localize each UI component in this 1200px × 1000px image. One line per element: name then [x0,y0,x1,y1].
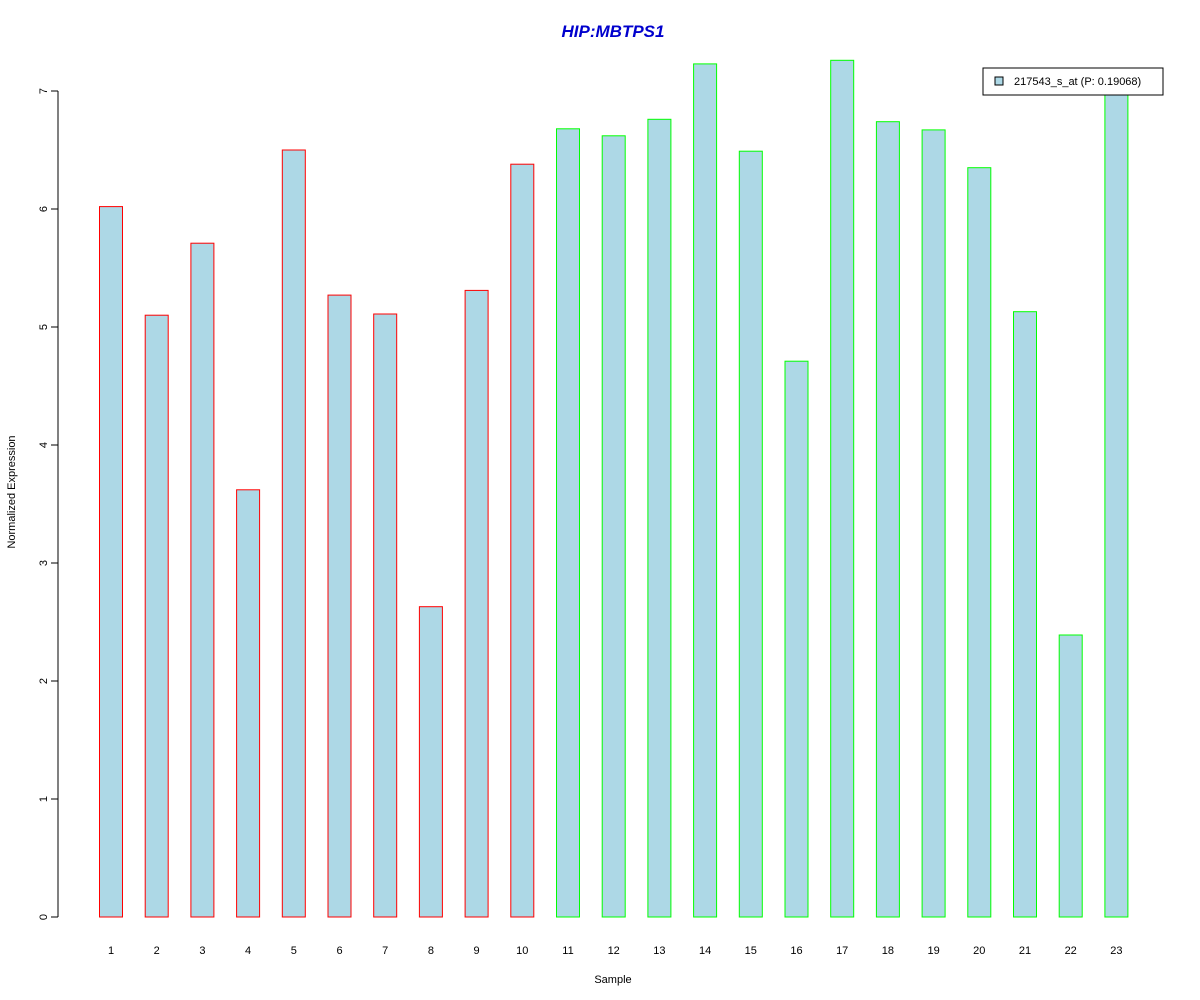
bar-sample-4 [236,489,261,918]
y-tick-label: 3 [38,560,50,566]
x-tick-label: 23 [1110,945,1122,957]
legend-box [982,67,1164,96]
x-tick-label: 9 [474,945,480,957]
y-tick-label: 2 [38,678,50,684]
y-axis: 0 1 2 3 4 5 6 7 [38,88,59,920]
bar-sample-13 [647,118,672,918]
bar-sample-15 [738,150,763,918]
bar-sample-22 [1058,634,1083,918]
x-tick-label: 1 [108,945,114,957]
x-tick-label: 15 [745,945,757,957]
bar-sample-7 [373,313,398,918]
bars [99,59,1129,918]
x-tick-label: 17 [836,945,848,957]
y-tick-label: 1 [38,796,50,802]
x-axis-ticks: 1 2 3 4 5 6 7 8 9 10 11 12 13 14 15 16 17 18 19 20 21 22 23 [108,945,1123,957]
bar-sample-12 [601,135,626,918]
bar-sample-17 [830,59,855,918]
x-tick-label: 10 [516,945,528,957]
bar-sample-20 [967,167,992,918]
y-tick-label: 4 [38,442,50,448]
y-tick-label: 0 [38,914,50,920]
bar-sample-16 [784,360,809,918]
bar-sample-1 [99,206,123,918]
chart-title: HIP:MBTPS1 [562,22,665,41]
bar-sample-18 [875,121,900,918]
x-tick-label: 19 [927,945,939,957]
bar-sample-19 [921,129,946,918]
bar-sample-9 [464,289,489,918]
legend-label: 217543_s_at (P: 0.19068) [1014,76,1141,88]
x-tick-label: 2 [154,945,160,957]
bar-sample-6 [327,294,352,918]
x-tick-label: 11 [562,945,573,957]
x-axis-label: Sample [594,974,631,986]
bar-sample-2 [144,314,169,918]
x-tick-label: 14 [699,945,711,957]
x-tick-label: 20 [973,945,985,957]
x-tick-label: 7 [382,945,388,957]
x-tick-label: 21 [1019,945,1031,957]
legend-swatch [994,76,1004,86]
x-tick-label: 5 [291,945,297,957]
x-tick-label: 18 [882,945,894,957]
x-tick-label: 8 [428,945,434,957]
x-tick-label: 4 [245,945,251,957]
x-tick-label: 12 [608,945,620,957]
bar-sample-11 [556,128,580,918]
bar-sample-21 [1013,311,1037,918]
y-tick-label: 7 [38,88,50,94]
x-tick-label: 6 [336,945,342,957]
bar-sample-8 [418,606,443,918]
y-tick-label: 6 [38,206,50,212]
y-axis-label: Normalized Expression [6,435,18,548]
bar-sample-23 [1104,94,1129,918]
x-tick-label: 3 [199,945,205,957]
bar-sample-5 [281,149,306,918]
bar-sample-3 [190,242,215,918]
bar-sample-14 [693,63,718,918]
x-tick-label: 16 [790,945,802,957]
x-tick-label: 13 [653,945,665,957]
bar-sample-10 [510,163,535,918]
legend: 217543_s_at (P: 0.19068) [982,67,1164,96]
x-tick-label: 22 [1065,945,1077,957]
y-tick-label: 5 [38,324,50,330]
